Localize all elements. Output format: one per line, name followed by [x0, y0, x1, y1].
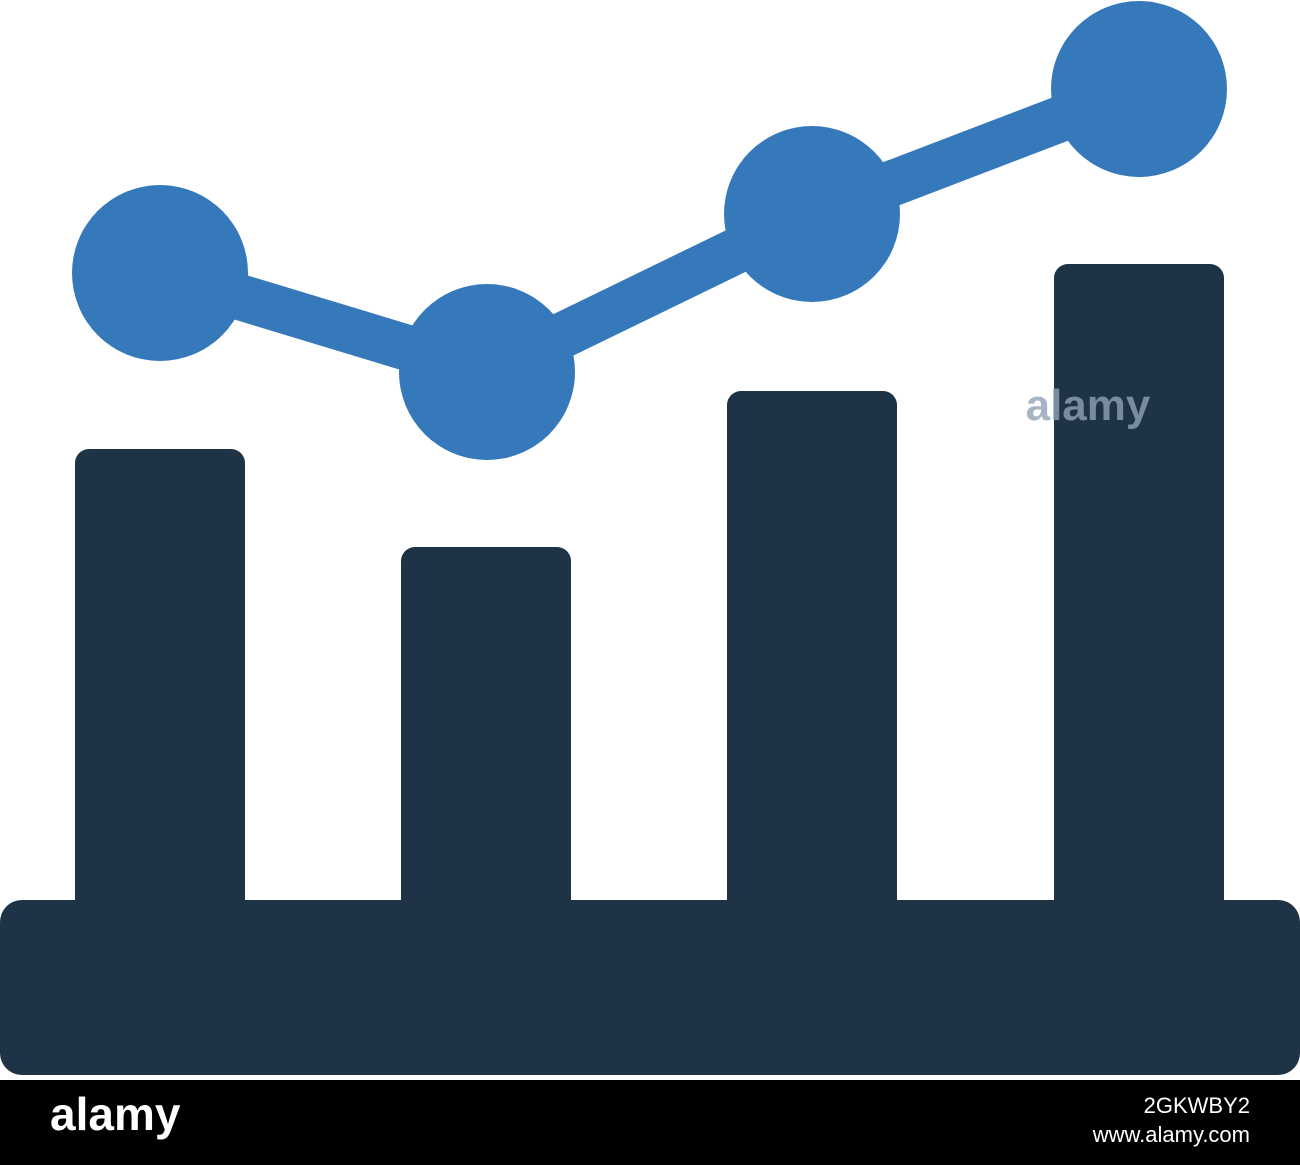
icon-dot [72, 185, 248, 361]
watermark: alamy [1026, 381, 1151, 430]
icon-base [0, 900, 1300, 1075]
footer-brand: alamy [50, 1088, 181, 1140]
footer-image-id: 2GKWBY2 [1144, 1093, 1250, 1118]
icon-bar [1054, 264, 1224, 900]
icon-dot [399, 284, 575, 460]
chart-icon [0, 1, 1300, 1075]
icon-bar [401, 547, 571, 900]
icon-line [153, 67, 1148, 395]
icon-dot [1051, 1, 1227, 177]
footer-url: www.alamy.com [1092, 1122, 1250, 1147]
icon-bar [75, 449, 245, 900]
icon-dot [724, 126, 900, 302]
footer-bar [0, 1080, 1300, 1165]
icon-bar [727, 391, 897, 900]
